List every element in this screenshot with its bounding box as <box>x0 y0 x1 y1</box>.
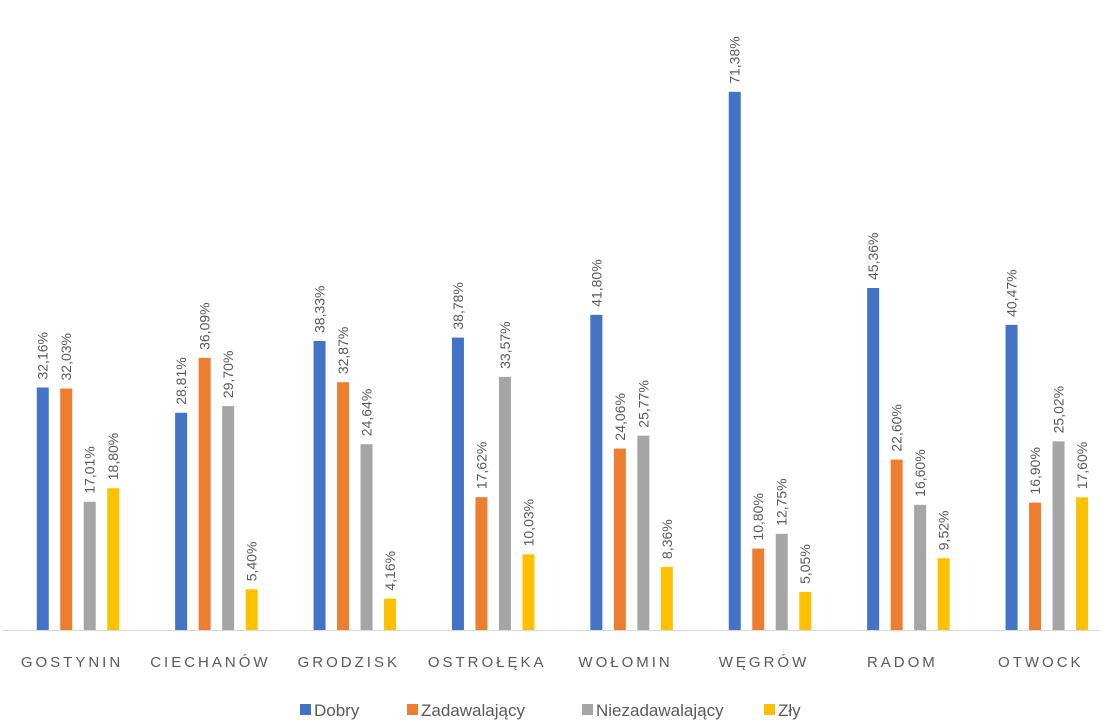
data-label: 71,38% <box>727 36 743 83</box>
data-label: 16,90% <box>1027 447 1043 494</box>
data-label: 5,05% <box>797 544 813 584</box>
data-label: 38,78% <box>450 282 466 329</box>
data-label: 29,70% <box>220 351 236 398</box>
data-label: 10,03% <box>520 499 536 546</box>
bar <box>914 504 927 630</box>
data-label: 38,33% <box>312 286 328 333</box>
bar <box>1005 324 1018 630</box>
bar <box>313 340 326 630</box>
x-tick-label: CIECHANÓW <box>150 654 270 671</box>
legend-swatch <box>764 704 775 715</box>
bar <box>799 591 812 630</box>
bar <box>107 488 120 630</box>
data-label: 17,62% <box>473 442 489 489</box>
x-tick-label: RADOM <box>867 654 938 671</box>
bar <box>498 376 511 630</box>
bar <box>337 382 350 630</box>
legend-label: Niezadawalający <box>596 701 724 720</box>
x-tick-label: OTWOCK <box>998 654 1084 671</box>
legend-swatch <box>582 704 593 715</box>
data-label: 4,16% <box>382 551 398 591</box>
x-tick-label: GOSTYNIN <box>21 654 123 671</box>
bar <box>522 554 535 630</box>
bar <box>475 497 488 630</box>
legend-swatch <box>300 704 311 715</box>
data-label: 25,77% <box>635 380 651 427</box>
data-label: 9,52% <box>936 511 952 551</box>
bar <box>613 448 626 630</box>
bar <box>60 388 73 630</box>
bar <box>222 406 235 630</box>
data-label: 17,01% <box>82 446 98 493</box>
data-label: 24,64% <box>359 389 375 436</box>
bar <box>728 91 741 630</box>
data-label: 10,80% <box>750 493 766 540</box>
data-label: 16,60% <box>912 449 928 496</box>
bar <box>775 533 788 630</box>
legend-label: Zadawalający <box>421 701 525 720</box>
data-label: 32,87% <box>335 327 351 374</box>
bar <box>1029 502 1042 630</box>
data-label: 24,06% <box>612 393 628 440</box>
bar <box>590 314 603 630</box>
data-label: 5,40% <box>244 542 260 582</box>
bar <box>36 387 49 630</box>
bar <box>83 501 96 630</box>
bar <box>890 459 903 630</box>
x-tick-label: GRODZISK <box>298 654 400 671</box>
legend-label: Dobry <box>314 701 360 720</box>
bar <box>1052 441 1065 630</box>
data-label: 45,36% <box>865 233 881 280</box>
data-label: 18,80% <box>105 433 121 480</box>
bar <box>384 598 397 630</box>
data-label: 17,60% <box>1074 442 1090 489</box>
data-label: 25,02% <box>1051 386 1067 433</box>
legend-label: Zły <box>778 701 801 720</box>
data-label: 40,47% <box>1004 269 1020 316</box>
bar <box>660 566 673 630</box>
data-label: 12,75% <box>774 478 790 525</box>
data-label: 36,09% <box>197 302 213 349</box>
data-label: 41,80% <box>588 259 604 306</box>
bar <box>198 357 211 630</box>
data-label: 32,16% <box>35 332 51 379</box>
legend-swatch <box>407 704 418 715</box>
bar <box>360 444 373 630</box>
bar <box>175 412 188 630</box>
bar <box>937 558 950 630</box>
x-tick-label: WOŁOMIN <box>578 654 672 671</box>
bar <box>752 548 765 630</box>
x-tick-label: WĘGRÓW <box>719 654 810 671</box>
bar <box>245 589 258 630</box>
data-label: 22,60% <box>889 404 905 451</box>
bar <box>1076 497 1089 630</box>
bar <box>637 435 650 630</box>
x-tick-label: OSTROŁĘKA <box>428 654 547 671</box>
data-label: 8,36% <box>659 519 675 559</box>
data-label: 32,03% <box>58 333 74 380</box>
bar <box>867 287 880 630</box>
data-label: 28,81% <box>173 357 189 404</box>
data-label: 33,57% <box>497 321 513 368</box>
bar <box>451 337 464 630</box>
